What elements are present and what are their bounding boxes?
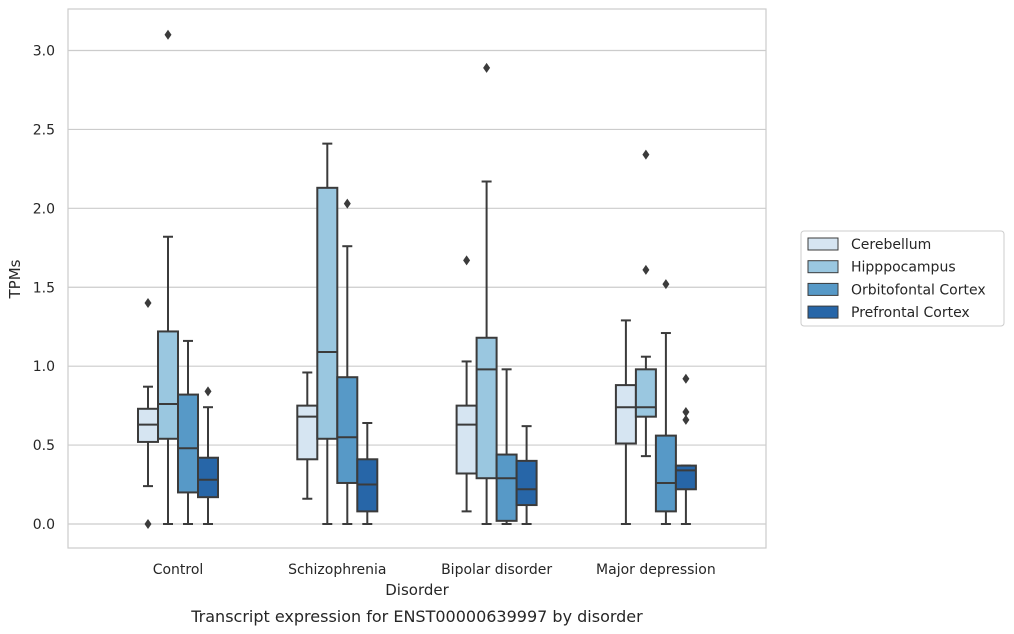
legend: Cerebellum Hipppocampus Orbitofontal Corte… (800, 230, 1005, 327)
legend-swatch (807, 282, 839, 296)
outlier-point (343, 198, 351, 209)
y-tick-label: 0.5 (33, 438, 55, 454)
box-cerebellum (296, 371, 319, 500)
box-iqr (336, 376, 359, 484)
box-iqr (654, 434, 677, 513)
box-iqr (157, 330, 179, 440)
outlier-point (682, 406, 690, 417)
outlier-point (144, 519, 152, 529)
box-iqr (515, 459, 538, 507)
y-tick-label: 3.0 (33, 44, 55, 60)
outlier-point (164, 29, 172, 40)
box-prefrontal-cortex (197, 386, 219, 525)
box-iqr (316, 186, 339, 440)
box-cerebellum (455, 255, 478, 513)
y-tick-label: 1.0 (33, 359, 55, 375)
box-iqr (634, 368, 657, 418)
box-iqr (495, 453, 518, 522)
box-hipppocampus (316, 142, 339, 525)
box-iqr (296, 404, 319, 461)
outlier-point (682, 373, 690, 384)
box-orbitofontal-cortex (336, 198, 359, 525)
box-iqr (475, 336, 498, 480)
outlier-point (682, 414, 690, 425)
y-tick-labels: 0.0 0.5 1.0 1.5 2.0 2.5 3.0 (33, 44, 55, 534)
legend-label: Cerebellum (851, 237, 931, 253)
x-tick-label: Bipolar disorder (441, 562, 552, 578)
y-tick-label: 2.0 (33, 201, 55, 217)
legend-label: Hipppocampus (851, 260, 956, 276)
legend-frame (800, 230, 1005, 327)
box-iqr (197, 456, 219, 499)
y-axis-label: TPMs (6, 259, 24, 299)
outlier-point (642, 149, 650, 160)
box-prefrontal-cortex (515, 425, 538, 525)
box-cerebellum (614, 319, 637, 525)
outlier-point (642, 264, 650, 275)
box-hipppocampus (634, 149, 657, 458)
chart-caption: Transcript expression for ENST0000063999… (190, 607, 643, 626)
outlier-point (483, 62, 491, 73)
legend-swatch (807, 260, 839, 274)
x-tick-labels: Control Schizophrenia Bipolar disorder Majo… (153, 562, 716, 578)
box-orbitofontal-cortex (177, 339, 199, 525)
x-axis-label: Disorder (385, 581, 449, 599)
x-tick-label: Control (153, 562, 204, 578)
outlier-point (463, 255, 471, 266)
outlier-point (662, 279, 670, 290)
box-iqr (614, 384, 637, 445)
box-prefrontal-cortex (674, 373, 697, 525)
legend-label: Orbitofontal Cortex (851, 282, 986, 298)
outlier-point (204, 386, 212, 397)
y-tick-label: 0.0 (33, 517, 55, 533)
box-iqr (177, 393, 199, 494)
box-hipppocampus (157, 29, 179, 525)
y-tick-label: 2.5 (33, 122, 55, 138)
legend-swatch (807, 305, 839, 319)
box-prefrontal-cortex (356, 421, 379, 525)
box-iqr (674, 464, 697, 491)
box-iqr (455, 404, 478, 475)
box-hipppocampus (475, 62, 498, 525)
plot-area (67, 8, 767, 549)
x-tick-label: Major depression (596, 562, 716, 578)
y-tick-label: 1.5 (33, 280, 55, 296)
box-orbitofontal-cortex (654, 279, 677, 525)
x-tick-label: Schizophrenia (288, 562, 386, 578)
legend-label: Prefrontal Cortex (851, 305, 970, 321)
box-cerebellum (137, 298, 159, 529)
box-orbitofontal-cortex (495, 368, 518, 525)
legend-swatch (807, 237, 839, 251)
box-series (137, 29, 697, 529)
outlier-point (144, 298, 152, 309)
